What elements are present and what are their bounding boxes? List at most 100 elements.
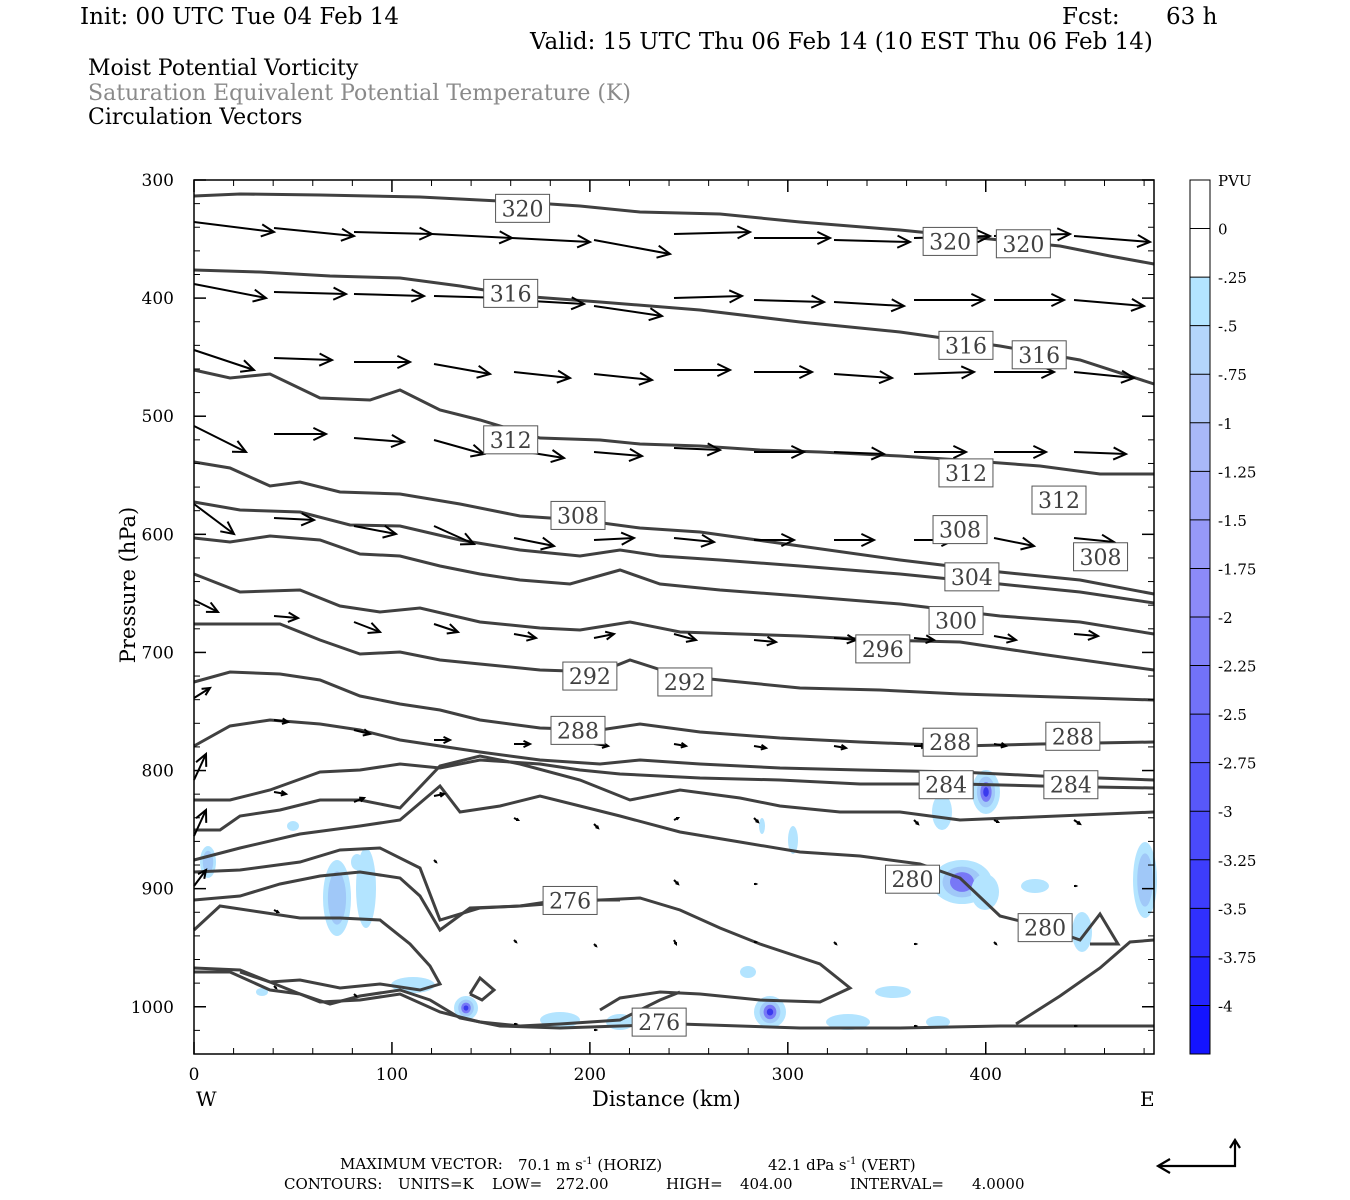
contour-label: 308 [1073,542,1129,572]
circulation-vector [993,633,1019,644]
contour-label: 292 [562,661,618,691]
svg-text:-.25: -.25 [1218,269,1247,287]
circulation-vector [353,993,358,998]
colorbar-label: -1.75 [1190,560,1256,578]
svg-text:-.75: -.75 [1218,366,1247,384]
circulation-vector [833,370,895,385]
svg-text:-.5: -.5 [1218,318,1237,336]
svg-text:288: 288 [929,731,971,756]
svg-text:312: 312 [490,429,532,454]
contour-label: 316 [938,330,994,360]
circulation-vector [193,349,257,373]
circulation-vector [433,363,493,379]
circulation-vector [673,742,689,749]
circulation-vector [674,363,733,377]
circulation-vector [914,293,987,307]
svg-text:292: 292 [664,671,706,696]
circulation-vector [273,790,289,797]
svg-text:308: 308 [1080,546,1122,571]
west-label: W [196,1087,217,1111]
forecast-hour: 63 h [1166,4,1218,30]
colorbar-swatch [1190,228,1210,278]
pv-shade [971,874,999,910]
circulation-vector [593,305,665,322]
contour-label: 280 [885,864,941,894]
colorbar-label: -.25 [1190,269,1247,287]
svg-text:304: 304 [951,566,993,591]
circulation-vector [433,525,477,546]
circulation-vector [754,365,815,379]
y-tick: 300 [142,171,1154,191]
circulation-vector [511,234,593,249]
max-vector-label: MAXIMUM VECTOR: [340,1155,503,1173]
contour-label: 304 [944,562,1000,592]
field-title-theta-es: Saturation Equivalent Potential Temperat… [88,81,631,106]
theta-es-contour [193,718,1155,782]
pv-shade [327,871,347,925]
y-tick: 400 [142,289,1154,309]
circulation-vector [673,939,678,947]
svg-text:300: 300 [772,1065,804,1085]
colorbar-label: -4 [1190,997,1233,1015]
colorbar-label: -2 [1190,609,1233,627]
contour-units: UNITS=K [398,1175,474,1193]
pv-shade [983,787,989,797]
svg-text:400: 400 [142,289,174,309]
circulation-vector [1074,884,1079,888]
east-label: E [1140,1087,1155,1111]
circulation-vector [753,636,779,647]
theta-es-contour [193,268,1155,386]
vector-key-arrow [1155,1137,1241,1174]
svg-text:-3.5: -3.5 [1218,900,1247,918]
y-tick: 600 [142,525,1154,545]
contour-low-label: LOW= [492,1175,543,1193]
svg-text:312: 312 [945,462,987,487]
svg-text:316: 316 [945,334,987,359]
circulation-vector [914,1024,919,1028]
svg-text:-1.75: -1.75 [1218,560,1256,578]
circulation-vector [193,503,236,536]
circulation-vector [754,445,807,459]
colorbar-swatch [1190,617,1210,667]
circulation-vector [994,445,1049,459]
circulation-vector [833,446,887,461]
svg-text:1000: 1000 [131,998,174,1018]
pv-shade [1072,912,1092,952]
circulation-vector [273,352,335,367]
svg-text:276: 276 [638,1011,680,1036]
colorbar-swatch [1190,859,1210,909]
svg-text:308: 308 [939,519,981,544]
circulation-vector [434,735,453,745]
circulation-vector [754,940,759,944]
colorbar: PVU 0 -.25 -.5 -.75 -1 -1.25 -1.5 -1.75 -2 -2.25 -2… [1189,172,1256,1055]
colorbar-label: -.75 [1190,366,1247,384]
colorbar-label: -3.5 [1190,900,1247,918]
circulation-vector [1073,819,1082,826]
colorbar-label: -2.75 [1190,755,1256,773]
y-tick: 700 [142,643,1154,663]
pv-shade [826,1014,870,1030]
svg-text:0: 0 [1218,221,1228,239]
circulation-vector [513,369,573,384]
theta-es-contour [193,870,620,933]
circulation-vector [273,717,291,725]
pv-shade [1021,879,1049,893]
theta-es-contour [193,846,853,1012]
svg-text:800: 800 [142,762,174,782]
svg-text:316: 316 [490,282,532,307]
circulation-vector [833,634,859,645]
pv-shade [287,821,299,831]
circulation-vector [673,632,699,643]
circulation-vector [593,448,645,462]
circulation-vector [353,288,427,303]
circulation-vector [193,425,249,454]
colorbar-swatch [1190,908,1210,958]
theta-es-contour [193,460,1155,596]
contour-label: 288 [1045,721,1101,751]
theta-es-contour [193,572,1155,672]
theta-es-contour [194,622,1155,702]
circulation-vector [433,623,461,635]
circulation-vector [834,533,877,547]
y-axis-title: Pressure (hPa) [116,506,140,664]
